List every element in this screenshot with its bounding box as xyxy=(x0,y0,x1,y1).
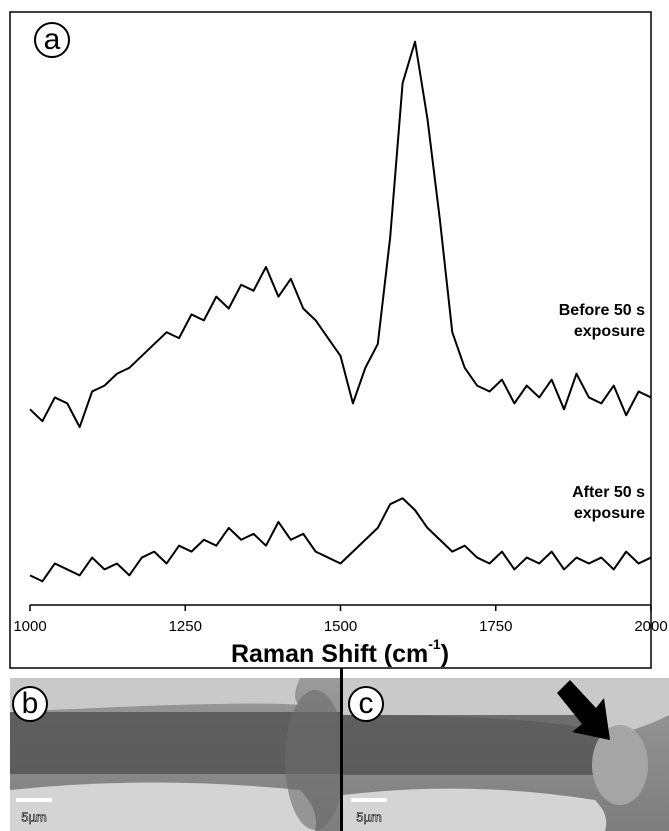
label-circle xyxy=(12,686,48,722)
scale-bar-label: 5µm xyxy=(356,809,382,824)
legend-label: After 50 s exposure xyxy=(572,484,645,522)
panel-frame xyxy=(9,11,652,669)
micrograph-b xyxy=(10,678,345,831)
scale-bar xyxy=(351,798,387,802)
label-circle xyxy=(34,22,70,58)
micrograph-c xyxy=(343,678,669,831)
scale-bar xyxy=(16,798,52,802)
x-tick-label: 1500 xyxy=(324,618,357,635)
x-axis-label: Raman Shift (cm-1) xyxy=(231,636,449,668)
x-tick-label: 1250 xyxy=(169,618,202,635)
series-line xyxy=(29,40,652,429)
legend-label: Before 50 s exposure xyxy=(558,302,645,340)
panel-label: b xyxy=(22,687,39,720)
x-tick-label: 2000 xyxy=(634,618,667,635)
panel-label: a xyxy=(44,23,61,56)
panel-label: c xyxy=(359,687,374,720)
series-line xyxy=(29,497,652,583)
x-label-text: Raman Shift (cm xyxy=(231,640,428,668)
x-label-suffix: ) xyxy=(441,640,449,668)
label-circle xyxy=(348,686,384,722)
x-tick-label: 1750 xyxy=(479,618,512,635)
arrow xyxy=(557,680,610,740)
x-label-superscript: -1 xyxy=(428,636,441,652)
x-tick-label: 1000 xyxy=(13,618,46,635)
scale-bar-label: 5µm xyxy=(21,809,47,824)
